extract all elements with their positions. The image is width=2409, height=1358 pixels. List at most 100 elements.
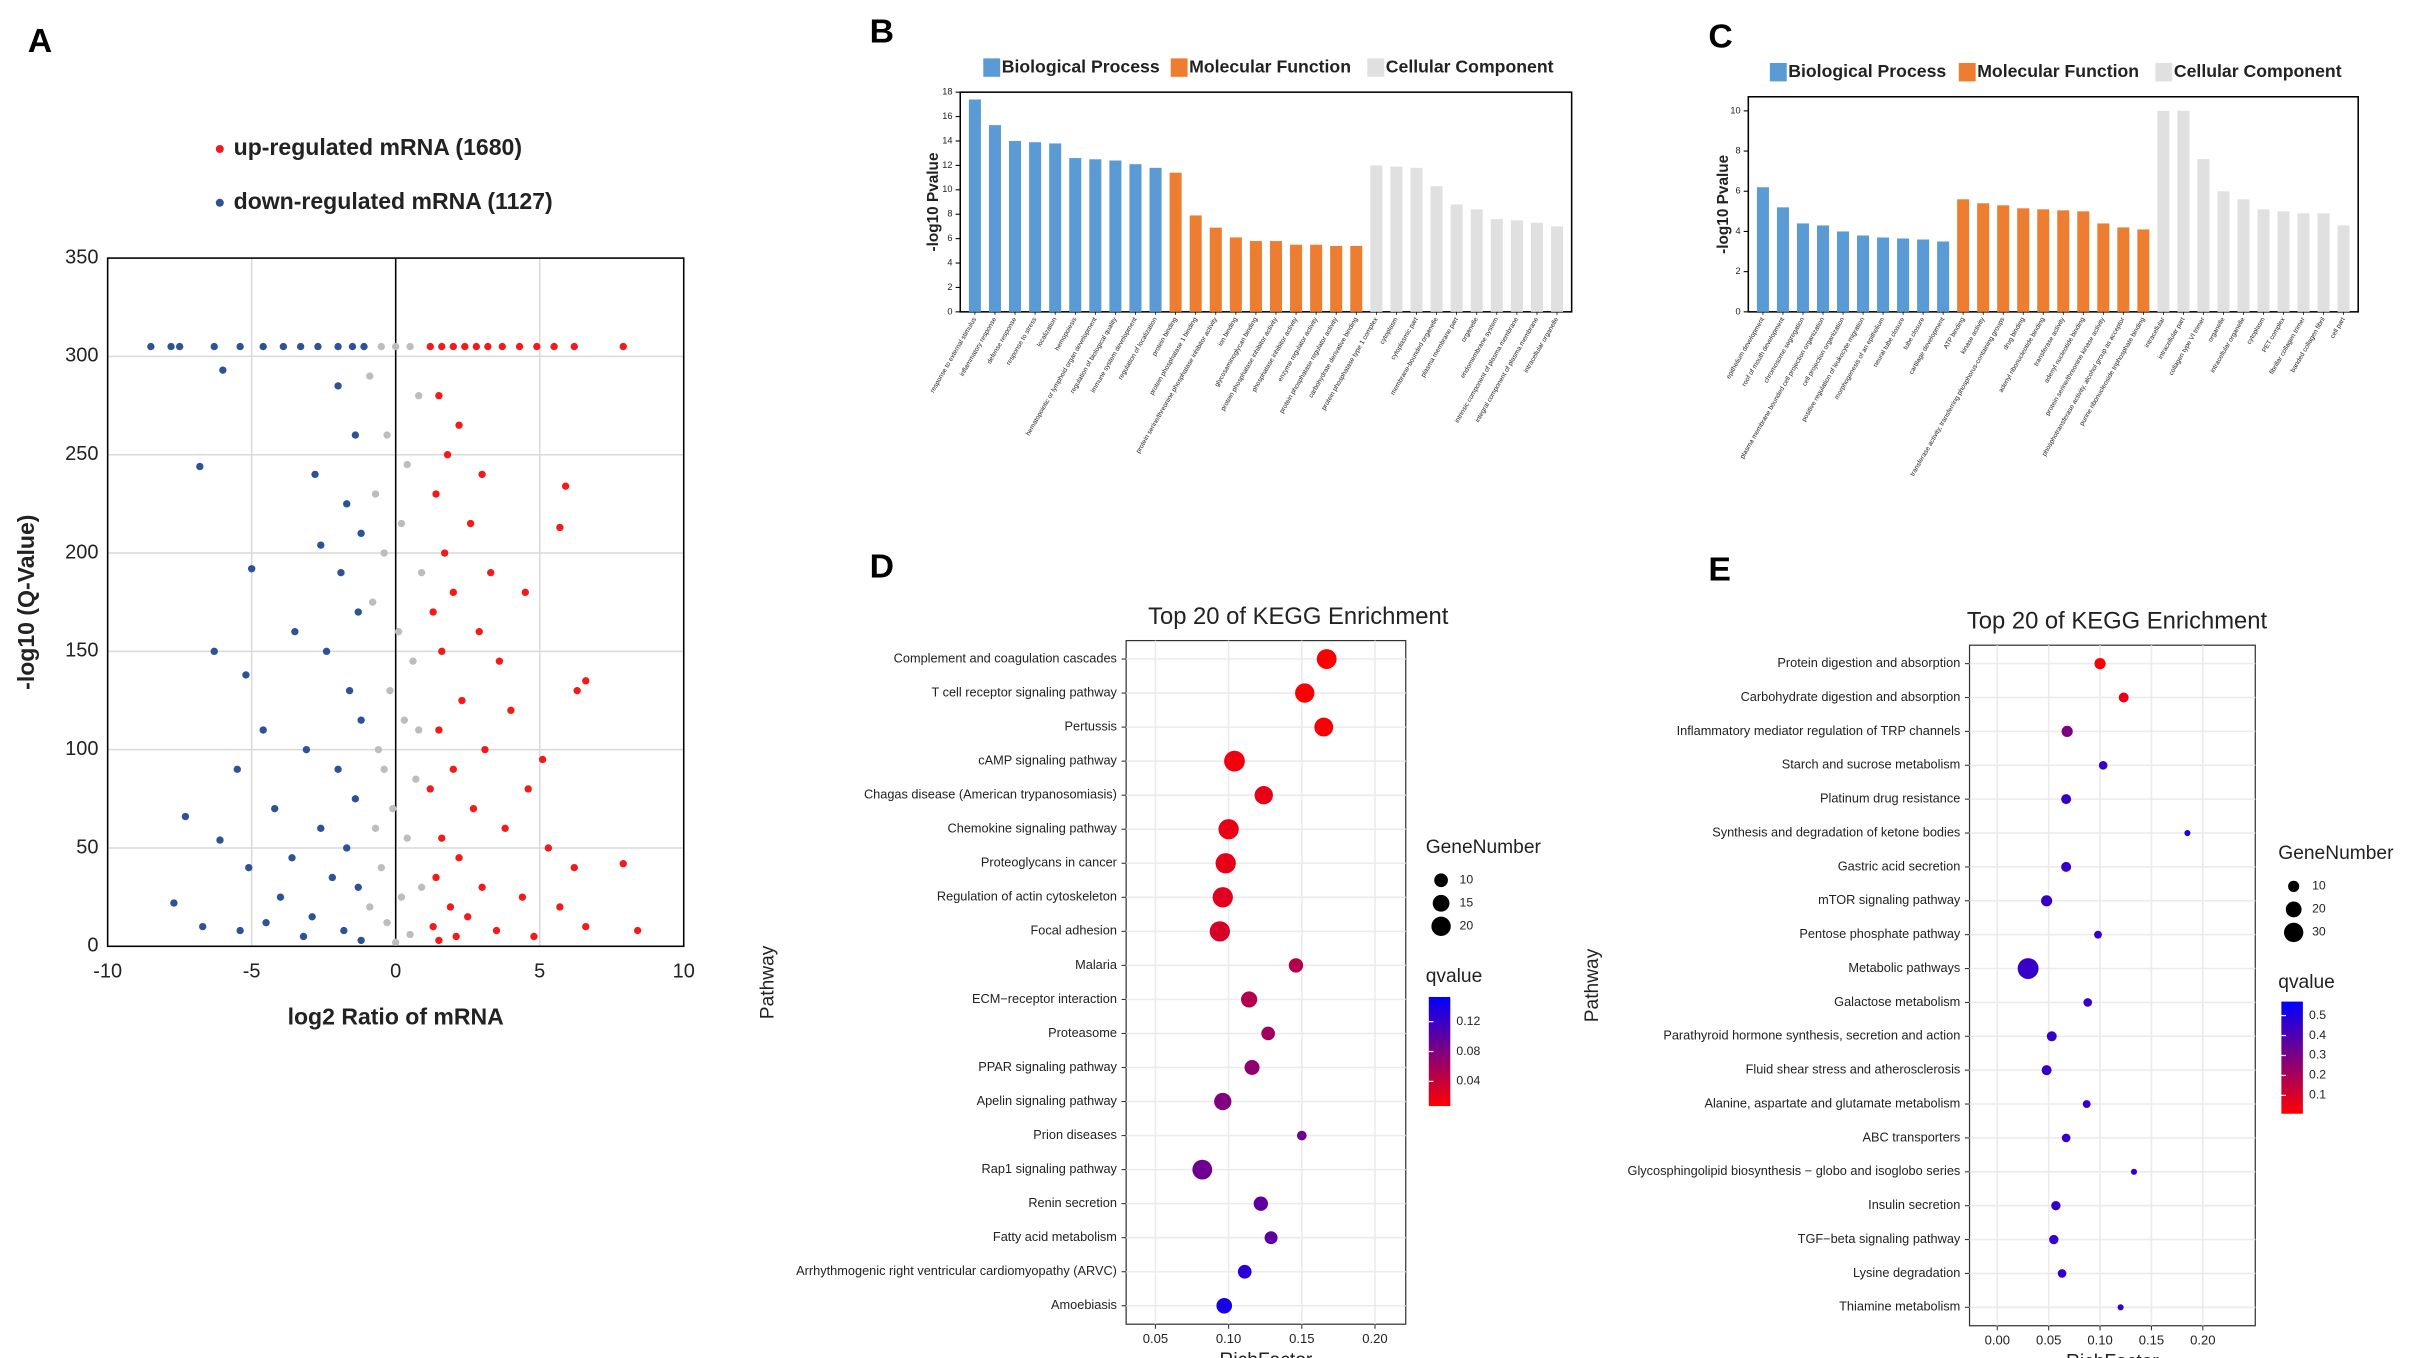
size-legend-marker <box>2283 922 2304 943</box>
x-tick-label: 0.20 <box>2190 1333 2215 1348</box>
point <box>449 342 457 351</box>
point <box>432 873 440 882</box>
point <box>322 647 331 656</box>
point <box>544 844 553 852</box>
bubble <box>1244 1060 1260 1075</box>
bar <box>988 125 1001 312</box>
x-tick-label: 0.10 <box>1216 1331 1241 1346</box>
y-tick-label: 100 <box>65 738 98 760</box>
legend-swatch <box>1958 62 1976 82</box>
point <box>216 836 224 844</box>
bubble <box>2046 1031 2057 1042</box>
y-tick-label: Metabolic pathways <box>1848 960 1960 975</box>
y-tick-label: 14 <box>942 135 952 145</box>
size-legend-label: 10 <box>1460 872 1474 886</box>
legend-label: Cellular Component <box>1386 56 1554 76</box>
point <box>233 765 241 774</box>
point <box>556 903 564 911</box>
y-tick-label: Complement and coagulation cascades <box>894 650 1117 665</box>
point <box>360 342 368 351</box>
bar <box>1069 158 1082 312</box>
point <box>530 932 538 941</box>
point <box>495 657 504 665</box>
point <box>435 726 443 734</box>
y-tick-label: Thiamine metabolism <box>1839 1299 1960 1314</box>
chart-title: Top 20 of KEGG Enrichment <box>1148 603 1449 630</box>
point <box>406 342 414 351</box>
x-tick-label: 0 <box>390 961 401 983</box>
bar <box>2237 199 2250 312</box>
bubble <box>1295 683 1315 703</box>
point <box>345 686 354 695</box>
point <box>374 745 383 754</box>
y-tick-label: Pentose phosphate pathway <box>1799 926 1961 941</box>
y-tick-label: Parathyroid hormone synthesis, secretion… <box>1663 1028 1960 1043</box>
legend-swatch <box>983 58 1001 77</box>
size-legend-label: 20 <box>1460 919 1474 933</box>
bar <box>1877 237 1890 312</box>
point <box>478 470 486 479</box>
point <box>279 342 288 351</box>
point <box>351 795 360 803</box>
bubble <box>1216 1297 1233 1314</box>
plot-panel <box>1125 639 1407 1325</box>
bar <box>2137 229 2150 312</box>
y-tick-label: 0 <box>947 306 952 316</box>
point <box>311 470 319 479</box>
bar <box>968 99 981 312</box>
bar <box>1550 226 1564 312</box>
point <box>219 366 227 374</box>
x-axis-title: RichFactor <box>2066 1352 2159 1358</box>
point <box>296 342 305 351</box>
point <box>633 926 642 935</box>
point <box>469 804 478 813</box>
point <box>455 854 463 862</box>
point <box>377 342 385 351</box>
bubble <box>2061 725 2073 737</box>
point <box>556 523 564 532</box>
point <box>348 342 357 351</box>
y-tick-label: Glycosphingolipid biosynthesis − globo a… <box>1628 1163 1961 1178</box>
point <box>357 529 365 538</box>
bubble <box>1316 649 1337 669</box>
color-legend-label: 0.12 <box>1456 1014 1480 1028</box>
bar <box>1796 223 1809 312</box>
point <box>271 804 279 813</box>
y-axis-title: Pathway <box>1582 948 1603 1022</box>
y-tick-label: Amoebiasis <box>1051 1297 1117 1312</box>
point <box>397 893 406 901</box>
bar <box>1310 244 1323 312</box>
point <box>409 657 417 665</box>
legend-label: up-regulated mRNA (1680) <box>234 134 522 160</box>
point <box>458 696 466 705</box>
size-legend-marker <box>2285 901 2302 918</box>
x-tick-label: 0.20 <box>1362 1331 1387 1346</box>
y-tick-label: 300 <box>65 345 98 367</box>
y-axis-title: -log10 Pvalue <box>925 152 942 251</box>
bar <box>1129 164 1142 312</box>
point <box>570 342 578 351</box>
point <box>371 490 380 498</box>
bar <box>1510 220 1523 312</box>
bubble <box>1214 1092 1232 1111</box>
bar <box>1169 172 1182 312</box>
point <box>484 342 492 351</box>
point <box>443 451 452 459</box>
y-tick-label: 0 <box>1736 306 1741 316</box>
point <box>515 342 524 351</box>
point <box>452 932 460 941</box>
x-axis-title: RichFactor <box>1220 1350 1313 1358</box>
bar <box>2017 208 2030 312</box>
y-tick-label: Pertussis <box>1064 718 1116 733</box>
bubble <box>1241 991 1258 1008</box>
bubble <box>2184 829 2191 837</box>
bubble <box>1212 887 1233 908</box>
size-legend-title: GeneNumber <box>2278 843 2394 864</box>
point <box>415 726 423 734</box>
y-tick-label: 50 <box>76 836 98 858</box>
bubble <box>2017 958 2039 979</box>
bar <box>2197 159 2210 312</box>
y-tick-label: ECM−receptor interaction <box>972 991 1117 1006</box>
point <box>317 824 325 833</box>
bar <box>2217 191 2230 312</box>
